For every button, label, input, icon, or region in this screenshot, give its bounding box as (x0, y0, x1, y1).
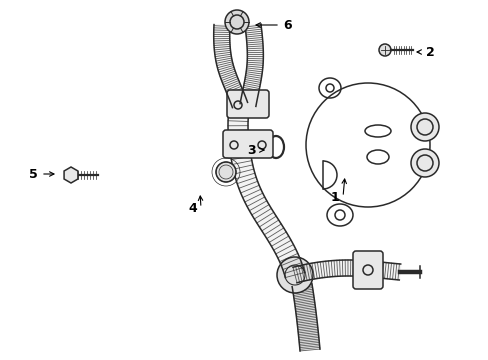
Circle shape (224, 10, 248, 34)
Text: 3: 3 (247, 144, 256, 157)
Text: 5: 5 (29, 167, 37, 180)
FancyBboxPatch shape (223, 130, 272, 158)
Circle shape (378, 44, 390, 56)
Circle shape (410, 149, 438, 177)
Text: 2: 2 (425, 45, 433, 59)
FancyBboxPatch shape (352, 251, 382, 289)
Polygon shape (213, 24, 247, 108)
FancyBboxPatch shape (226, 90, 268, 118)
Text: 4: 4 (188, 202, 197, 215)
Text: 1: 1 (330, 190, 339, 203)
Text: 6: 6 (283, 18, 292, 32)
Polygon shape (227, 103, 304, 278)
Circle shape (276, 257, 312, 293)
Circle shape (216, 162, 236, 182)
Polygon shape (240, 24, 263, 107)
Circle shape (410, 113, 438, 141)
Polygon shape (291, 283, 319, 351)
Polygon shape (292, 260, 400, 283)
